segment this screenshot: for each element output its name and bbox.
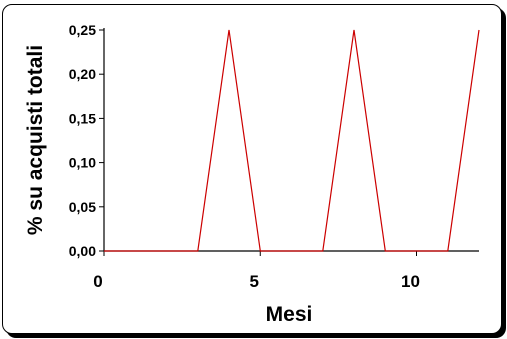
x-tick-label: 0 [93, 272, 102, 291]
y-tick-label: 0,15 [69, 110, 96, 126]
ticks: 0,00 0,05 0,10 0,15 0,20 0,25 0 5 10 [69, 22, 420, 291]
axes [103, 28, 479, 252]
y-tick-label: 0,10 [69, 155, 96, 171]
y-tick-label: 0,05 [69, 199, 96, 215]
chart-frame [2, 4, 502, 334]
y-tick-label: 0,00 [69, 243, 96, 259]
y-tick-label: 0,20 [69, 66, 96, 82]
series-layer [104, 29, 480, 252]
x-axis-title: Mesi [266, 303, 313, 326]
y-axis-title: % su acquisti totali [24, 45, 47, 235]
x-tick-label: 5 [250, 272, 259, 291]
x-tick-label: 10 [401, 272, 420, 291]
y-tick-label: 0,25 [69, 22, 96, 38]
series-line [104, 29, 480, 252]
